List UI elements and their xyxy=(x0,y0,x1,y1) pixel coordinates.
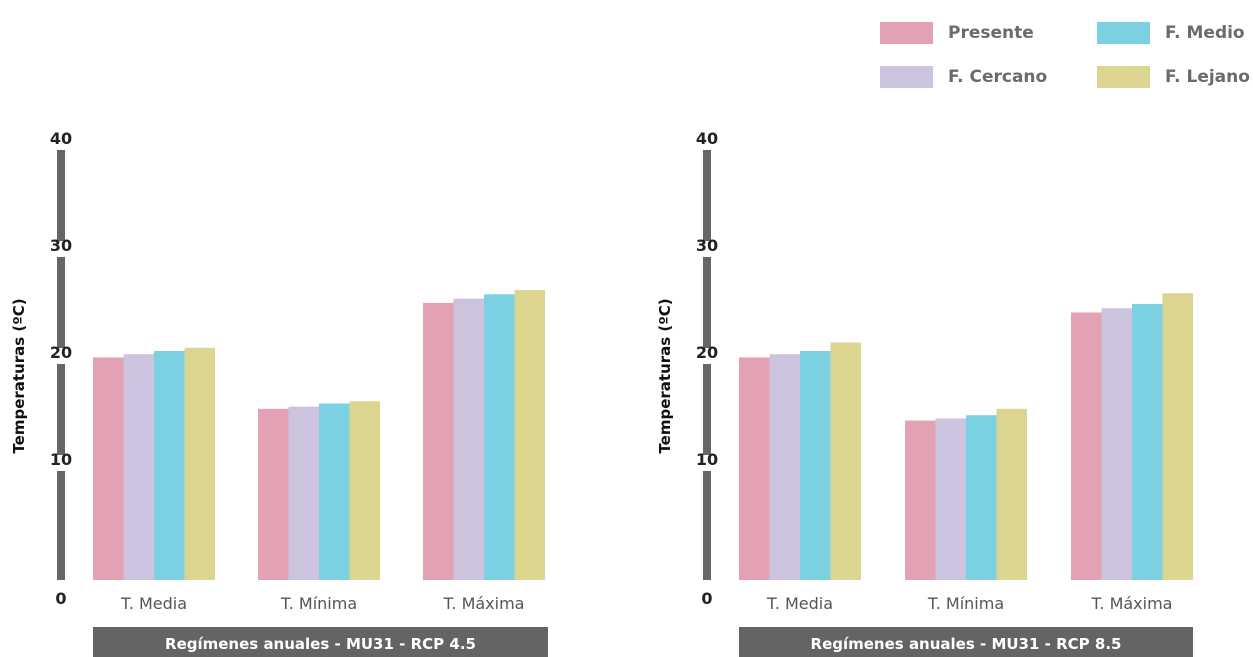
legend-swatch-f-medio xyxy=(1097,22,1150,44)
y-tick-label: 40 xyxy=(696,129,718,148)
legend-swatch-f-cercano xyxy=(880,66,933,88)
bar-t-maxima-f-medio xyxy=(1132,303,1163,580)
legend-label-f-lejano: F. Lejano xyxy=(1165,67,1250,87)
y-axis-segment xyxy=(703,471,711,580)
legend: Presente F. Medio F. Cercano F. Lejano xyxy=(0,0,1253,100)
y-tick-label: 30 xyxy=(50,236,72,255)
chart-panel-rcp45: 0 10 20 30 40 Temperaturas (ºC) T. Media T. Mín… xyxy=(0,0,626,657)
bar-t-maxima-f-lejano xyxy=(514,290,545,580)
chart-svg-rcp85: 0 10 20 30 40 Temperaturas (ºC) T. Media T. Mín… xyxy=(656,129,1193,613)
chart-caption-rcp85: Regímenes anuales - MU31 - RCP 8.5 xyxy=(739,627,1193,657)
bar-t-minima-presente xyxy=(905,420,936,580)
bar-t-media-f-cercano xyxy=(123,354,154,580)
y-axis-title: Temperaturas (ºC) xyxy=(656,298,674,453)
bar-t-maxima-f-cercano xyxy=(453,298,484,580)
bar-t-media-f-cercano xyxy=(769,354,800,580)
x-tick-label: T. Mínima xyxy=(280,594,357,613)
chart-svg-rcp45: 0 10 20 30 40 Temperaturas (ºC) T. Media T. Mín… xyxy=(10,129,545,613)
bar-t-minima-f-cercano xyxy=(288,406,319,580)
x-tick-label: T. Máxima xyxy=(1091,594,1173,613)
bar-t-maxima-presente xyxy=(423,302,454,580)
legend-label-f-medio: F. Medio xyxy=(1165,23,1245,43)
y-axis-segment xyxy=(57,364,65,455)
y-axis-segment xyxy=(703,364,711,455)
x-tick-label: T. Media xyxy=(766,594,833,613)
bar-t-minima-f-cercano xyxy=(935,418,966,580)
y-tick-label: 20 xyxy=(696,343,718,362)
bar-t-media-f-medio xyxy=(154,351,185,580)
bar-t-minima-f-lejano xyxy=(349,401,380,580)
x-tick-label: T. Media xyxy=(120,594,187,613)
bar-t-media-f-medio xyxy=(800,351,831,580)
y-tick-label: 40 xyxy=(50,129,72,148)
bar-t-maxima-f-cercano xyxy=(1101,308,1132,580)
x-tick-label: T. Mínima xyxy=(927,594,1004,613)
legend-label-f-cercano: F. Cercano xyxy=(948,67,1048,87)
bar-t-media-presente xyxy=(93,357,124,580)
y-axis xyxy=(703,150,711,580)
y-tick-label: 0 xyxy=(55,589,66,608)
y-tick-label: 10 xyxy=(50,450,72,469)
y-tick-label: 0 xyxy=(701,589,712,608)
y-axis xyxy=(57,150,65,580)
bar-t-media-f-lejano xyxy=(830,342,861,580)
chart-caption-rcp45: Regímenes anuales - MU31 - RCP 4.5 xyxy=(93,627,548,657)
x-tick-label: T. Máxima xyxy=(443,594,525,613)
legend-label-presente: Presente xyxy=(948,23,1034,43)
bar-t-media-f-lejano xyxy=(184,347,215,580)
y-axis-segment xyxy=(57,150,65,241)
bar-t-maxima-presente xyxy=(1071,312,1102,580)
bar-t-minima-f-lejano xyxy=(996,408,1027,580)
legend-swatch-presente xyxy=(880,22,933,44)
bar-t-minima-f-medio xyxy=(319,403,350,580)
y-axis-segment xyxy=(703,150,711,241)
y-tick-label: 20 xyxy=(50,343,72,362)
bar-t-maxima-f-medio xyxy=(484,294,515,580)
chart-panel-rcp85: 0 10 20 30 40 Temperaturas (ºC) T. Media T. Mín… xyxy=(627,0,1253,657)
bar-t-maxima-f-lejano xyxy=(1162,293,1193,580)
bar-t-minima-presente xyxy=(258,408,289,580)
y-axis-segment xyxy=(703,257,711,348)
y-axis-title: Temperaturas (ºC) xyxy=(10,298,28,453)
bar-t-media-presente xyxy=(739,357,770,580)
y-axis-segment xyxy=(57,471,65,580)
y-tick-label: 10 xyxy=(696,450,718,469)
bar-t-minima-f-medio xyxy=(966,415,997,580)
y-axis-segment xyxy=(57,257,65,348)
legend-swatch-f-lejano xyxy=(1097,66,1150,88)
y-tick-label: 30 xyxy=(696,236,718,255)
